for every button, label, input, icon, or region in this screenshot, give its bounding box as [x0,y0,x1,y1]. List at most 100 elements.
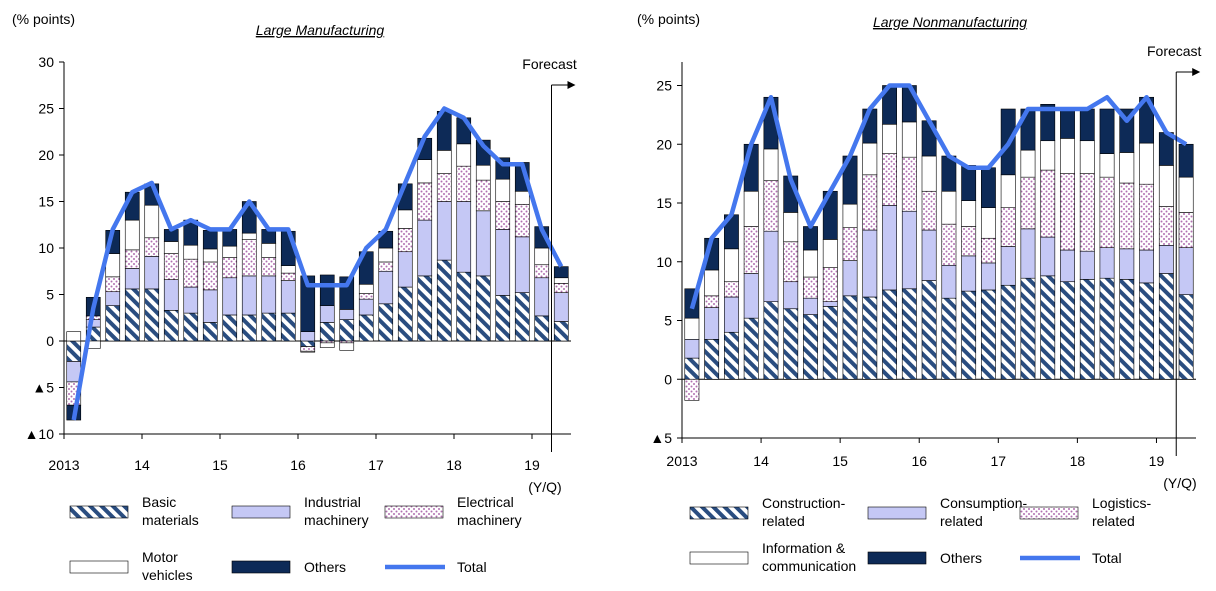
y-tick-label: ▲5 [650,430,672,446]
bar-electrical [475,179,491,212]
bar-logistics [1119,182,1135,250]
bar-info [724,248,739,283]
chart-large-manufacturing: 30 25 20 15 10 5 0 ▲5 ▲10 2013 14 15 16 17 18 19 (% poin… [12,11,577,583]
bar-consumption [862,229,878,298]
legend-label-basic: Basic [142,494,176,510]
chart-group: 30 25 20 15 10 5 0 ▲5 ▲10 2013 14 15 16 17 18 19 (% poin… [12,11,577,583]
bar-logistics [941,223,957,266]
legend-label-total: Total [457,559,487,575]
bar-basic [514,292,530,342]
chart-svg-nonmanufacturing: 25 20 15 10 5 0 ▲5 2013 14 15 16 17 18 19 (% points) La… [637,11,1202,574]
bar-others [803,226,818,251]
bar-logistics [763,180,779,232]
bar-consumption [724,296,739,333]
bar-info [1040,140,1056,171]
bar-consumption [803,297,818,315]
bar-consumption [684,338,700,359]
x-tick-label: 14 [753,453,769,469]
bar-info [842,203,858,228]
y-tick-label: 10 [38,240,54,256]
x-tick-label: 14 [134,457,150,473]
bar-basic [241,314,257,342]
bar-construction [783,308,799,380]
bar-logistics [1000,207,1016,247]
x-tick-label: 15 [212,457,228,473]
bar-consumption [842,260,858,297]
bar-logistics [1040,169,1056,238]
bar-info [684,317,700,340]
bar-info [704,269,720,297]
bar-electrical [202,261,218,291]
legend-label-consumption: Consumption- [940,495,1027,511]
bar-industrial [495,229,511,296]
bar-motor [66,331,82,342]
bar-consumption [1060,249,1075,283]
bar-info [1020,149,1036,178]
legend-swatch-electrical [384,505,444,519]
legend-swatch-motor [69,560,129,574]
bar-basic [66,340,82,362]
y-tick-label: ▲5 [32,380,54,396]
bar-info [1158,165,1174,207]
bar-others [1040,104,1056,142]
bar-consumption [882,205,897,291]
legend-label-logistics: Logistics- [1092,495,1151,511]
forecast-arrow-head [567,81,576,89]
y-tick-label: 25 [656,78,672,94]
bar-info [1000,174,1016,209]
y-tick-label: 5 [46,287,54,303]
bar-info [882,123,897,154]
bar-industrial [534,277,550,317]
bar-info [822,239,838,268]
bar-info [862,142,878,176]
x-tick-label: 19 [524,457,540,473]
bar-electrical [378,261,394,272]
bar-motor [144,204,160,239]
legend-label-motor: Motor [142,549,178,565]
bar-basic [300,340,316,347]
bar-construction [842,295,858,380]
bar-info [1119,152,1135,184]
forecast-label: Forecast [522,56,577,72]
bar-consumption [1178,247,1194,295]
bar-electrical [105,276,121,293]
bar-consumption [1139,249,1154,284]
bar-electrical [280,272,296,281]
bar-info [1060,138,1075,174]
bar-motor [319,342,335,348]
bar-logistics [803,276,818,299]
x-axis-unit: (Y/Q) [1163,475,1196,491]
bar-logistics [921,190,937,231]
bar-motor [495,178,511,202]
bar-motor [417,159,433,184]
forecast-arrow-head [1192,68,1201,76]
bar-construction [803,314,818,380]
bar-motor [378,247,394,263]
bar-motor [436,150,452,174]
bar-construction [1079,279,1095,380]
y-tick-label: 0 [46,333,54,349]
bar-industrial [339,309,355,320]
bar-electrical [183,258,199,288]
bar-electrical [300,346,316,352]
bar-info [1099,153,1115,178]
bar-logistics [1020,176,1036,230]
bar-industrial [222,277,238,316]
y-tick-label: 0 [664,371,672,387]
bar-consumption [981,262,996,291]
y-tick-label: 25 [38,101,54,117]
bar-industrial [261,275,277,314]
bar-construction [901,288,917,380]
x-tick-label: 17 [991,453,1007,469]
bar-construction [961,290,977,380]
bar-construction [743,317,759,380]
bar-basic [339,319,355,342]
bar-construction [862,296,878,380]
bar-info [941,190,957,225]
bar-industrial [163,279,179,311]
bar-basic [378,303,394,342]
bar-industrial [417,219,433,277]
bar-electrical [495,201,511,230]
bar-construction [981,289,996,380]
bar-construction [921,280,937,380]
